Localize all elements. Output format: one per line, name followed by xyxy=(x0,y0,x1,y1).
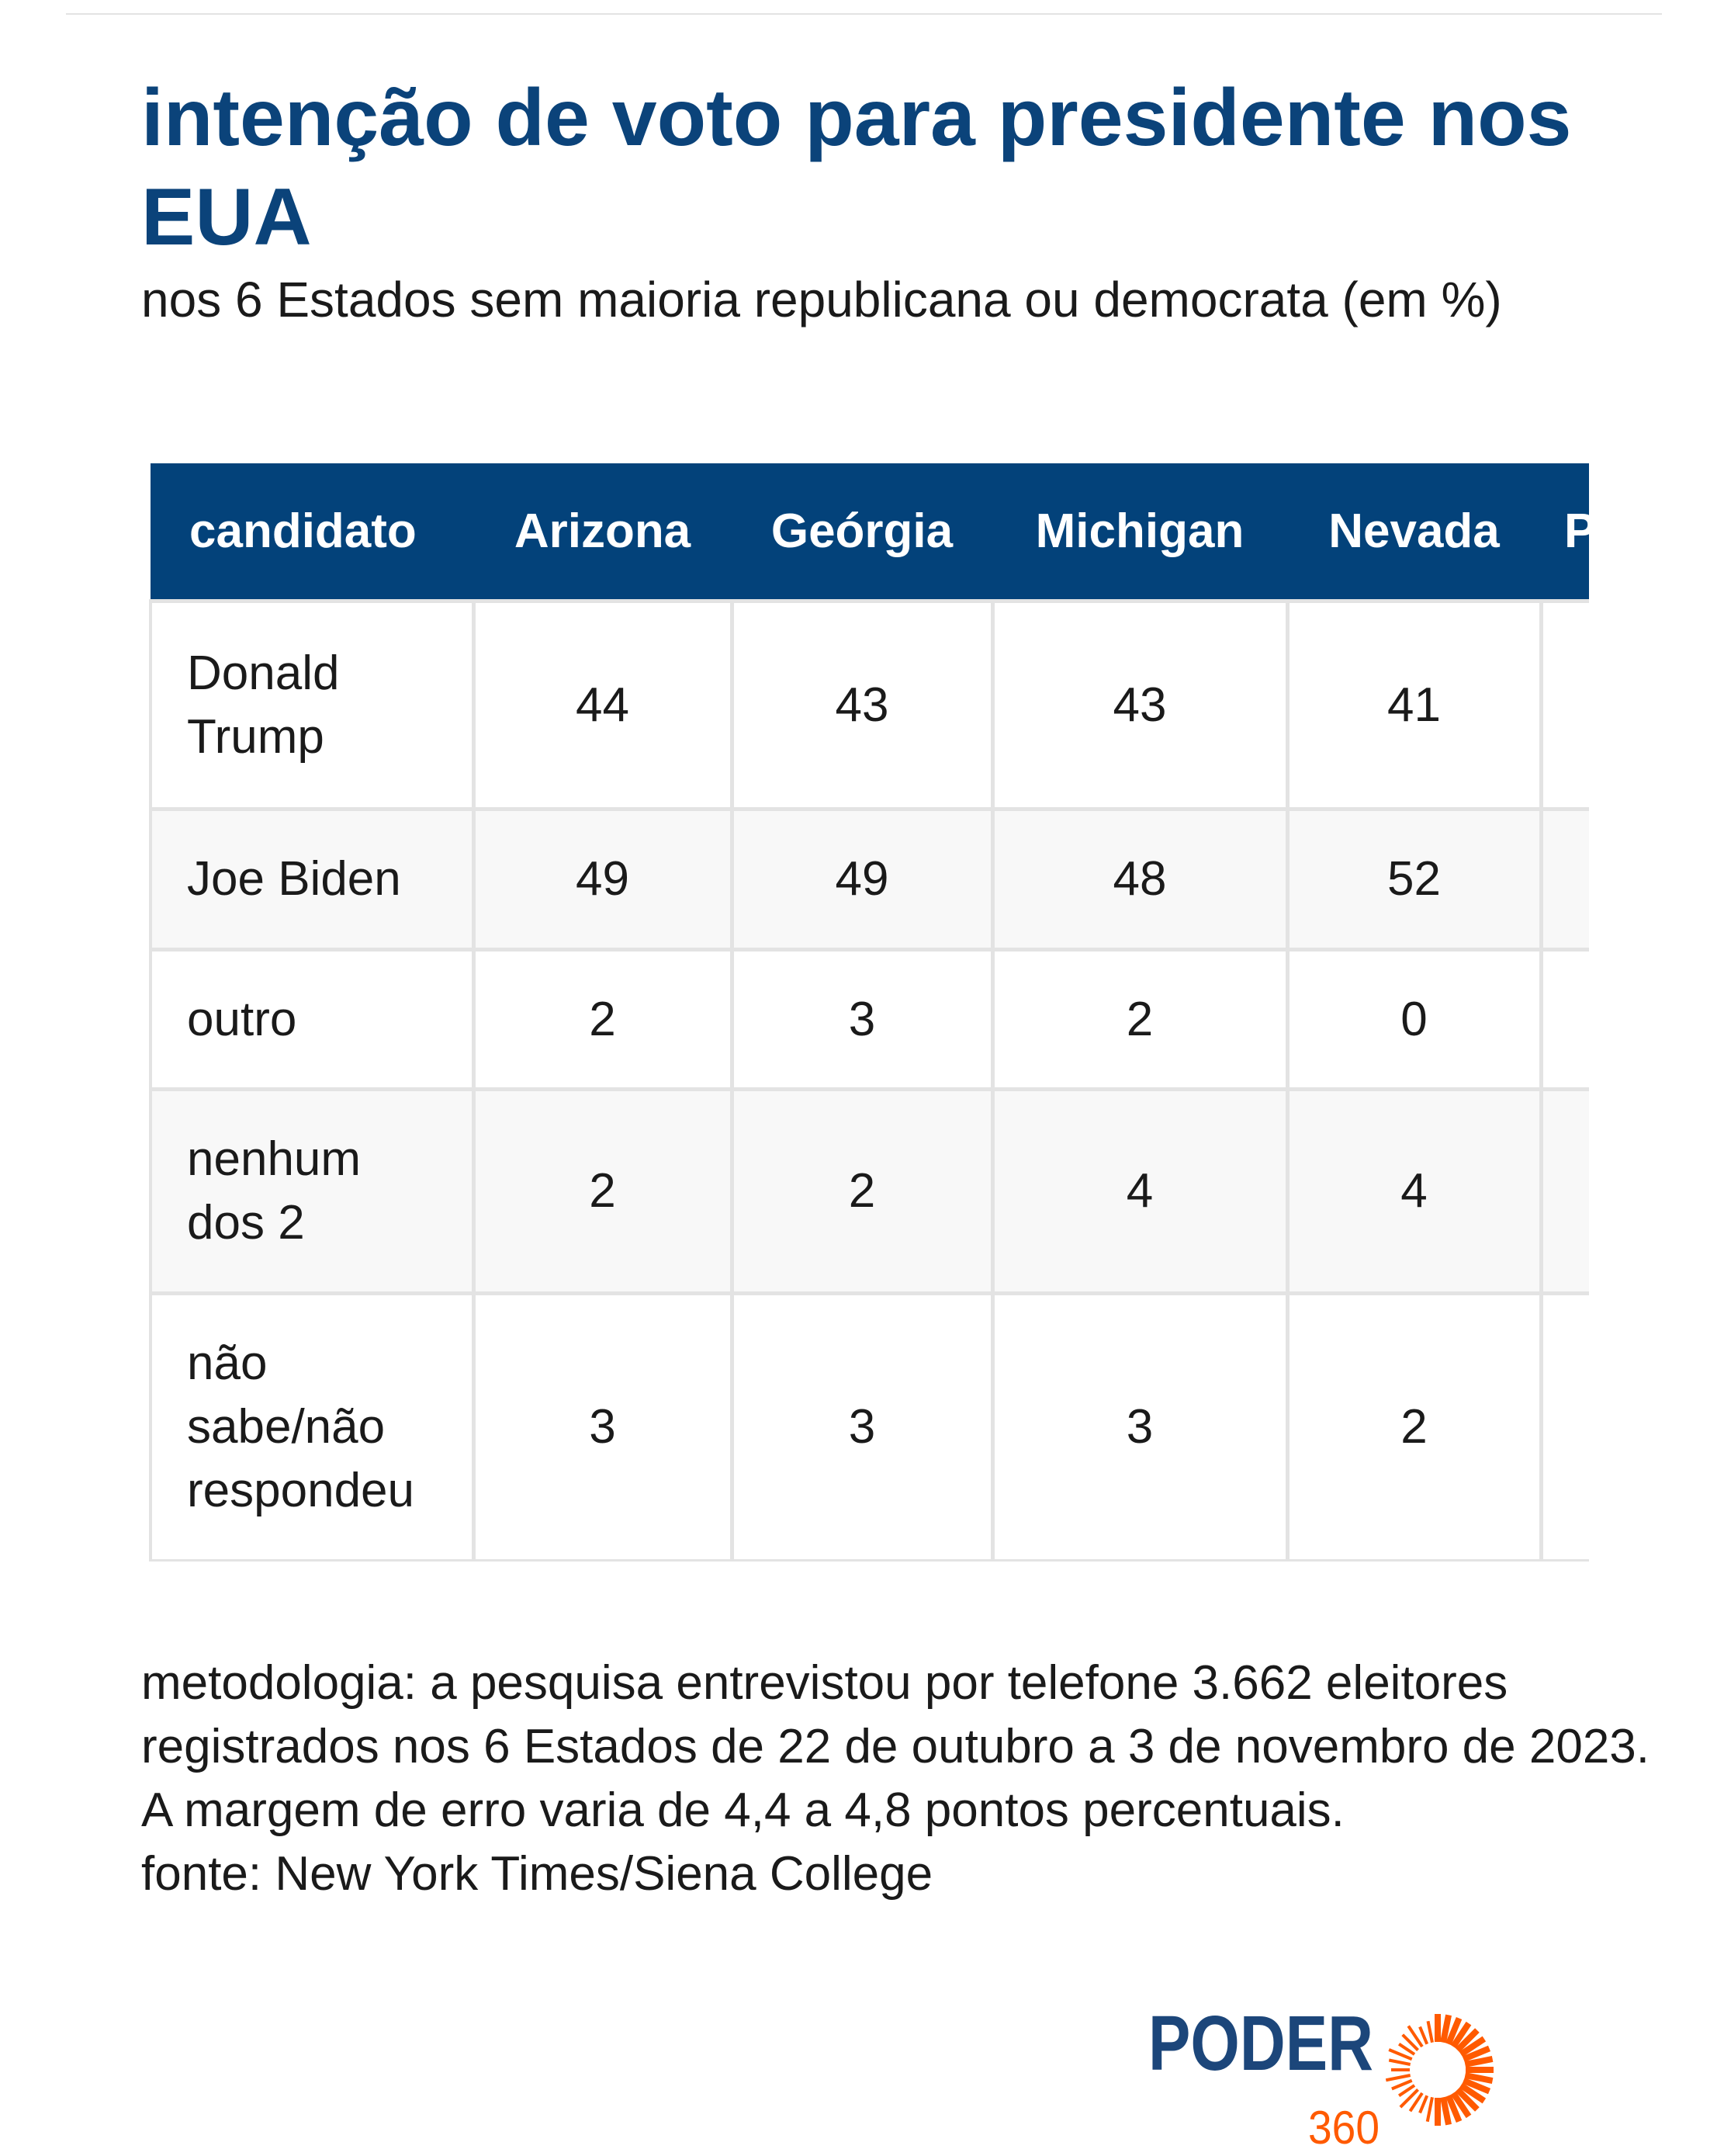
cell: 2 xyxy=(729,1087,995,1295)
sunburst-ray xyxy=(1459,2036,1487,2057)
cell: 41 xyxy=(1285,599,1543,811)
poder360-logo: PODER 360 xyxy=(1148,2000,1494,2151)
header-georgia: Geórgia xyxy=(732,463,992,601)
sunburst-ray xyxy=(1425,2096,1434,2123)
cell: 3 xyxy=(990,1291,1290,1562)
sunburst-ray xyxy=(1418,2095,1429,2114)
poll-table: candidato Arizona Geórgia Michigan Nevad… xyxy=(149,463,1589,1562)
sunburst-icon xyxy=(1385,2014,1494,2126)
table-row: nenhum dos 2 2 2 4 4 xyxy=(149,1087,1589,1295)
header-candidato: candidato xyxy=(151,463,473,601)
cell xyxy=(1539,1291,1589,1562)
candidate-label: outro xyxy=(149,948,476,1091)
sunburst-ray xyxy=(1398,2043,1416,2056)
sunburst-ray xyxy=(1407,2025,1424,2048)
cell: 4 xyxy=(990,1087,1290,1295)
cell: 4 xyxy=(1285,1087,1543,1295)
header-nevada: Nevada xyxy=(1287,463,1541,601)
cell: 49 xyxy=(729,807,995,951)
sunburst-ray xyxy=(1450,2021,1472,2049)
sunburst-ray xyxy=(1388,2058,1411,2066)
sunburst-ray xyxy=(1399,2088,1419,2109)
cell: 2 xyxy=(471,1087,734,1295)
methodology-note: metodologia: a pesquisa entrevistou por … xyxy=(141,1656,1650,1837)
sunburst-ray xyxy=(1455,2087,1480,2112)
sunburst-ray xyxy=(1464,2056,1494,2068)
sunburst-ray xyxy=(1455,2028,1480,2053)
sunburst-ray xyxy=(1426,2020,1434,2043)
sunburst-ray xyxy=(1459,2082,1487,2104)
cell: 3 xyxy=(729,1291,995,1562)
cell: 3 xyxy=(729,948,995,1091)
table-row: Joe Biden 49 49 48 52 xyxy=(149,807,1589,951)
cell xyxy=(1539,807,1589,951)
sunburst-ray xyxy=(1385,2074,1411,2082)
header-arizona: Arizona xyxy=(473,463,732,601)
cell: 3 xyxy=(471,1291,734,1562)
page-title: intenção de voto para presidente nos EUA xyxy=(141,73,1572,262)
footer-notes: metodologia: a pesquisa entrevistou por … xyxy=(141,1652,1677,1906)
cell: 52 xyxy=(1285,807,1543,951)
sunburst-ray xyxy=(1391,2078,1413,2091)
cell: 43 xyxy=(729,599,995,811)
cell: 48 xyxy=(990,807,1290,951)
cell: 49 xyxy=(471,807,734,951)
cell: 43 xyxy=(990,599,1290,811)
sunburst-ray xyxy=(1401,2033,1419,2051)
top-divider xyxy=(66,13,1662,15)
logo-number: 360 xyxy=(1308,2102,1380,2151)
page-subtitle: nos 6 Estados sem maioria republicana ou… xyxy=(141,272,1502,328)
cell: 2 xyxy=(1285,1291,1543,1562)
sunburst-ray xyxy=(1398,2084,1416,2097)
table-header-row: candidato Arizona Geórgia Michigan Nevad… xyxy=(151,463,1589,601)
sunburst-ray xyxy=(1462,2045,1491,2062)
sunburst-ray xyxy=(1464,2072,1494,2084)
header-pensilvania: Pensilvânia xyxy=(1541,463,1589,601)
cell xyxy=(1539,1087,1589,1295)
sunburst-ray xyxy=(1462,2078,1491,2095)
sunburst-ray xyxy=(1445,2016,1463,2046)
candidate-label: Donald Trump xyxy=(149,599,476,811)
sunburst-ray xyxy=(1388,2048,1413,2061)
table-row: outro 2 3 2 0 xyxy=(149,948,1589,1091)
table-row: Donald Trump 44 43 43 41 xyxy=(149,599,1589,811)
cell xyxy=(1539,948,1589,1091)
sunburst-ray xyxy=(1408,2092,1424,2113)
logo-word: PODER xyxy=(1148,2000,1373,2087)
cell xyxy=(1539,599,1589,811)
sunburst-ray xyxy=(1450,2091,1472,2119)
sunburst-ray xyxy=(1418,2026,1429,2045)
candidate-label: nenhum dos 2 xyxy=(149,1087,476,1295)
sunburst-ray xyxy=(1445,2094,1463,2123)
source-note: fonte: New York Times/Siena College xyxy=(141,1847,933,1901)
header-michigan: Michigan xyxy=(992,463,1287,601)
cell: 2 xyxy=(471,948,734,1091)
sunburst-ray xyxy=(1440,2014,1452,2043)
cell: 2 xyxy=(990,948,1290,1091)
sunburst-ray xyxy=(1440,2096,1452,2126)
table-row: não sabe/não respondeu 3 3 3 2 xyxy=(149,1291,1589,1562)
cell: 0 xyxy=(1285,948,1543,1091)
candidate-label: não sabe/não respondeu xyxy=(149,1291,476,1562)
cell: 44 xyxy=(471,599,734,811)
candidate-label: Joe Biden xyxy=(149,807,476,951)
